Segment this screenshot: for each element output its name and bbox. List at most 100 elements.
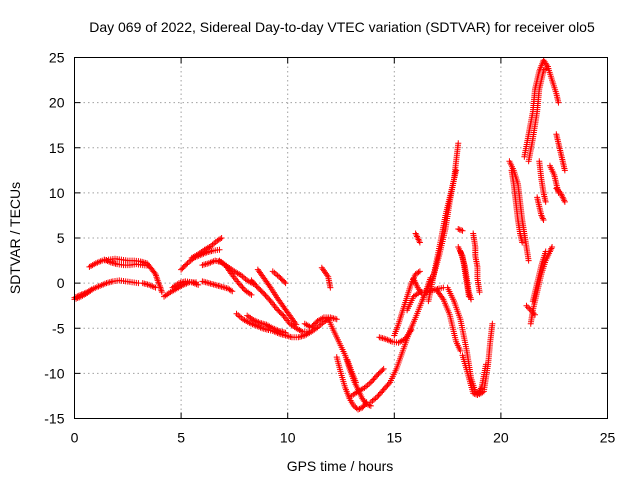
data-point (252, 281, 259, 288)
data-point (261, 290, 268, 297)
x-tick-label: 0 (71, 430, 79, 446)
grid-lines (74, 57, 608, 419)
y-axis-label: SDTVAR / TECUs (7, 182, 23, 294)
data-point (459, 227, 466, 234)
data-point (415, 269, 422, 276)
data-point (229, 288, 236, 295)
data-point (549, 244, 556, 251)
data-point (524, 304, 531, 311)
y-tick-label: 5 (57, 230, 65, 246)
data-point (277, 310, 284, 317)
data-point (265, 295, 272, 302)
data-point (254, 284, 261, 291)
data-point (195, 281, 202, 288)
y-tick-label: 10 (49, 185, 65, 201)
x-tick-label: 20 (493, 430, 509, 446)
data-point (272, 271, 279, 278)
data-point (308, 324, 315, 331)
data-point (366, 380, 373, 387)
y-tick-label: 15 (49, 140, 65, 156)
data-point (256, 285, 263, 292)
data-point (263, 293, 270, 300)
data-point (158, 289, 165, 296)
data-point (87, 287, 94, 294)
data-point (186, 258, 193, 265)
data-point (379, 367, 386, 374)
data-point (364, 382, 371, 389)
y-tick-label: 0 (57, 275, 65, 291)
data-point (227, 287, 234, 294)
data-point (372, 395, 379, 402)
data-point (378, 389, 385, 396)
data-point (271, 269, 278, 276)
y-tick-label: 25 (49, 50, 65, 66)
data-point (547, 247, 554, 254)
data-point (154, 275, 161, 282)
data-point (379, 388, 386, 395)
data-point (380, 386, 387, 393)
data-point (371, 396, 378, 403)
data-point (238, 283, 245, 290)
data-point (282, 329, 289, 336)
data-point (74, 293, 81, 300)
y-tick-label: -10 (44, 365, 64, 381)
data-point (383, 383, 390, 390)
data-point (153, 272, 160, 279)
data-point (281, 278, 288, 285)
data-point (362, 400, 369, 407)
data-point (259, 289, 266, 296)
data-point (555, 99, 562, 106)
data-point (356, 405, 363, 412)
data-point (376, 369, 383, 376)
data-point (376, 390, 383, 397)
data-point (80, 290, 87, 297)
x-tick-label: 25 (600, 430, 616, 446)
data-point (561, 167, 568, 174)
data-point (310, 321, 317, 328)
data-point (381, 385, 388, 392)
data-point (178, 266, 185, 273)
data-point (355, 406, 362, 413)
axis-ticks (74, 57, 608, 419)
data-point (455, 225, 462, 232)
data-point (455, 140, 462, 147)
chart-title: Day 069 of 2022, Sidereal Day-to-day VTE… (89, 19, 595, 35)
data-point (293, 321, 300, 328)
data-point (233, 310, 240, 317)
data-point (191, 280, 198, 287)
data-point (532, 311, 539, 318)
data-point (75, 292, 82, 299)
x-tick-label: 15 (387, 430, 403, 446)
data-point (72, 293, 79, 300)
data-point (416, 239, 423, 246)
data-point (367, 379, 374, 386)
data-point (274, 272, 281, 279)
data-point (236, 313, 243, 320)
data-point (239, 284, 246, 291)
data-point (458, 227, 465, 234)
data-point (309, 323, 316, 330)
data-point (375, 370, 382, 377)
data-point (277, 275, 284, 282)
data-point (269, 268, 276, 275)
data-point (489, 320, 496, 327)
data-point (146, 262, 153, 269)
data-point (282, 280, 289, 287)
data-point (457, 347, 464, 354)
data-point (152, 284, 159, 291)
data-point (217, 235, 224, 242)
data-point (453, 167, 460, 174)
data-point (482, 361, 489, 368)
data-point (540, 216, 547, 223)
data-point (385, 380, 392, 387)
data-point (275, 307, 282, 314)
data-point (370, 376, 377, 383)
data-point (262, 292, 269, 299)
data-point (235, 312, 242, 319)
data-point (371, 375, 378, 382)
data-point (375, 392, 382, 399)
data-point (216, 246, 223, 253)
data-point (519, 239, 526, 246)
data-point (240, 285, 247, 292)
data-point (374, 393, 381, 400)
